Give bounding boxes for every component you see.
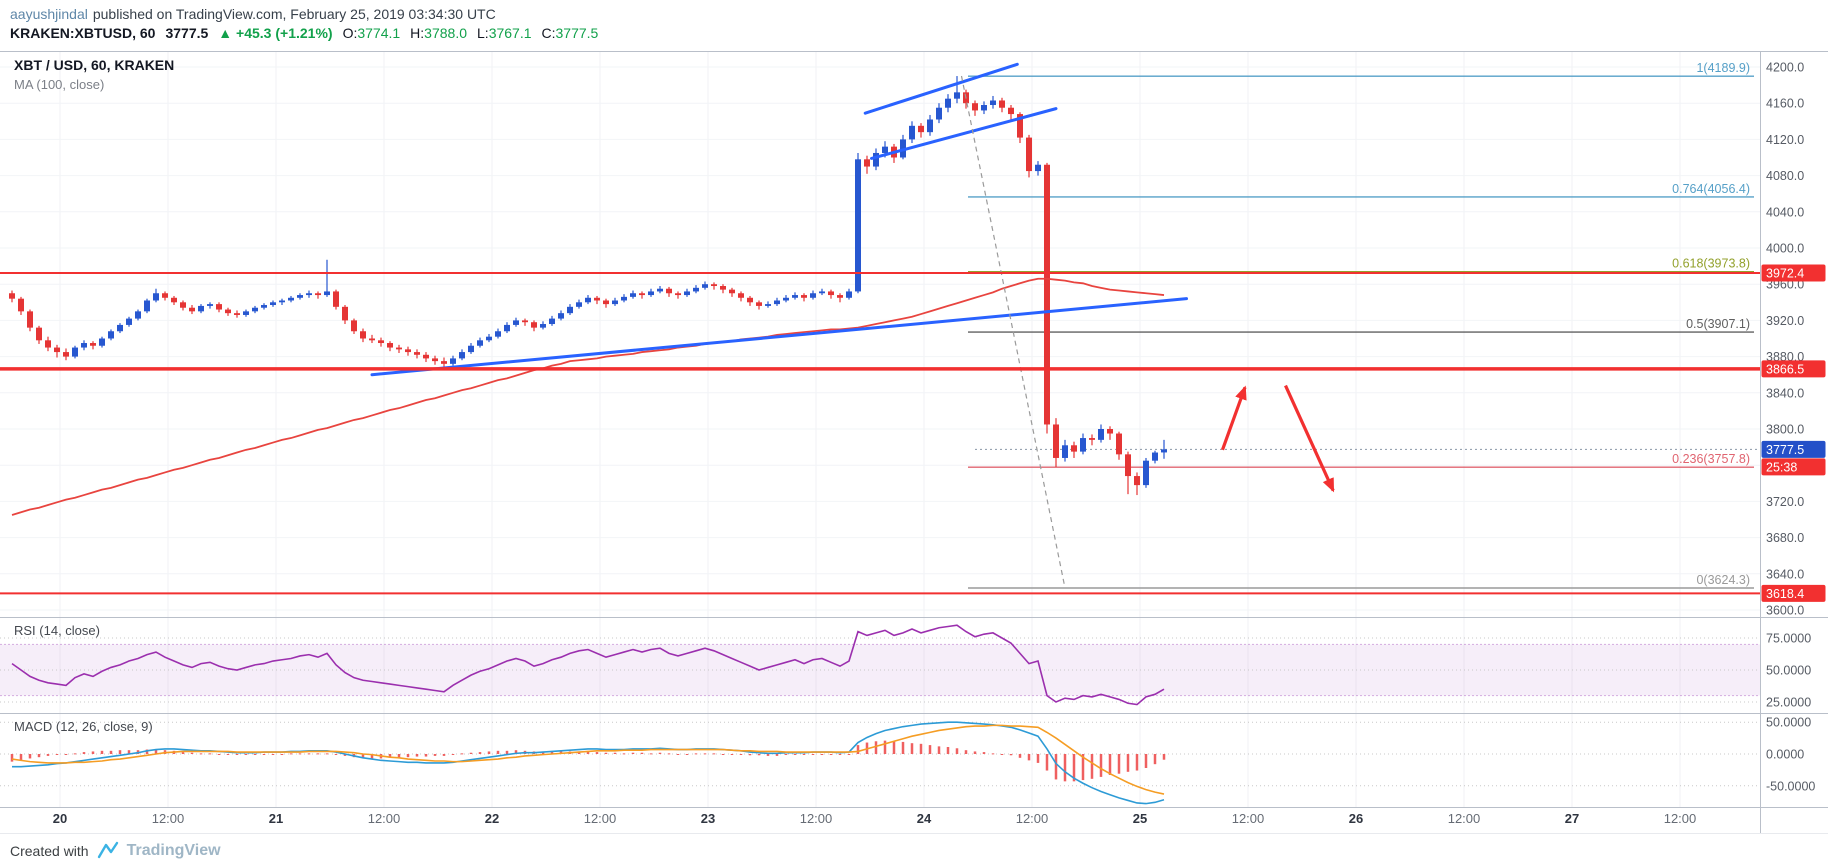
symbol-info-line: KRAKEN:XBTUSD, 60 3777.5 ▲ +45.3 (+1.21%…	[10, 25, 1828, 41]
macd-tick-label: 0.0000	[1766, 748, 1804, 762]
rsi-tick-label: 75.0000	[1766, 632, 1811, 646]
hline-price-badge-text: 3972.4	[1766, 266, 1804, 280]
time-tick-label: 12:00	[800, 811, 833, 826]
grid-lines	[0, 51, 1760, 807]
time-tick-label: 23	[701, 811, 715, 826]
ma-indicator-label[interactable]: MA (100, close)	[14, 77, 105, 92]
close-value: 3777.5	[555, 25, 599, 41]
price-tick-label: 4160.0	[1766, 97, 1804, 111]
ohlc-high: H:3788.0	[410, 25, 467, 41]
time-tick-label: 27	[1565, 811, 1579, 826]
hline-price-badge-text: 3618.4	[1766, 587, 1804, 601]
price-chart-canvas[interactable]: 1(4189.9) 0.764(4056.4) 0.618(3973.8) 0.5(3…	[0, 51, 1828, 833]
ohlc-close: C:3777.5	[542, 25, 599, 41]
hline-price-badge	[1761, 360, 1826, 378]
fib-level-label: 1(4189.9)	[1696, 61, 1750, 75]
ohlc-low: L:3767.1	[477, 25, 532, 41]
time-tick-label: 12:00	[1448, 811, 1481, 826]
rsi-tick-label: 50.0000	[1766, 664, 1811, 678]
time-tick-label: 24	[917, 811, 932, 826]
macd-series	[10, 721, 1166, 805]
fib-level-label: 0.764(4056.4)	[1672, 182, 1750, 196]
high-value: 3788.0	[424, 25, 467, 41]
fib-level-label: 0(3624.3)	[1696, 573, 1750, 587]
time-tick-label: 22	[485, 811, 499, 826]
pane-title-main[interactable]: XBT / USD, 60, KRAKEN	[14, 57, 175, 73]
fib-level-label: 0.5(3907.1)	[1686, 317, 1750, 331]
macd-tick-label: -50.0000	[1766, 779, 1815, 793]
price-tick-label: 3680.0	[1766, 531, 1804, 545]
price-tick-label: 4040.0	[1766, 205, 1804, 219]
last-price-value: 3777.5	[165, 25, 209, 41]
countdown-badge	[1761, 458, 1826, 476]
tradingview-logo-icon[interactable]	[97, 840, 119, 862]
publisher-username[interactable]: aayushjindal	[10, 6, 88, 22]
time-tick-label: 12:00	[1664, 811, 1697, 826]
fib-level-label: 0.618(3973.8)	[1672, 257, 1750, 271]
time-tick-label: 12:00	[368, 811, 401, 826]
symbol-title: KRAKEN:XBTUSD, 60	[10, 25, 156, 41]
created-with-text: Created with	[10, 843, 89, 859]
time-axis[interactable]: 20 12:00 21 12:00 22 12:00 23 12:00 24 12:00 25 12:…	[53, 811, 1697, 826]
ma-100-line	[11, 277, 1165, 516]
header: aayushjindal published on TradingView.com…	[0, 0, 1828, 41]
time-tick-label: 12:00	[1016, 811, 1049, 826]
price-tick-label: 4080.0	[1766, 169, 1804, 183]
price-tick-label: 3600.0	[1766, 604, 1804, 618]
price-tick-label: 4000.0	[1766, 242, 1804, 256]
countdown-badge-text: 25:38	[1766, 460, 1797, 474]
change-text: +45.3 (+1.21%)	[236, 25, 333, 41]
rsi-band	[0, 637, 1760, 703]
price-tick-label: 3840.0	[1766, 386, 1804, 400]
price-tick-label: 3640.0	[1766, 567, 1804, 581]
fib-level-label: 0.236(3757.8)	[1672, 452, 1750, 466]
trendlines[interactable]	[370, 62, 1188, 377]
price-tick-label: 4200.0	[1766, 61, 1804, 75]
time-tick-label: 25	[1133, 811, 1147, 826]
price-tick-label: 4120.0	[1766, 133, 1804, 147]
time-tick-label: 20	[53, 811, 67, 826]
open-label: O:	[342, 25, 358, 41]
chart-area: 1(4189.9) 0.764(4056.4) 0.618(3973.8) 0.5(3…	[0, 51, 1828, 833]
pane-title-rsi[interactable]: RSI (14, close)	[14, 623, 100, 638]
tradingview-wordmark[interactable]: TradingView	[126, 842, 221, 859]
hline-price-badge-text: 3866.5	[1766, 362, 1804, 376]
time-tick-label: 12:00	[1232, 811, 1265, 826]
last-price-badge	[1761, 440, 1826, 458]
price-change: ▲ +45.3 (+1.21%)	[218, 25, 332, 41]
ohlc-open: O:3774.1	[343, 25, 401, 41]
high-label: H:	[410, 25, 425, 41]
rsi-line	[11, 624, 1165, 706]
drawn-arrows[interactable]	[1220, 384, 1335, 493]
up-arrow-icon: ▲	[218, 25, 233, 41]
low-label: L:	[477, 25, 489, 41]
hline-price-badge	[1761, 584, 1826, 602]
macd-grid	[0, 721, 1760, 787]
published-text: published on TradingView.com, February 2…	[92, 6, 496, 22]
time-tick-label: 12:00	[584, 811, 617, 826]
pane-title-macd[interactable]: MACD (12, 26, close, 9)	[14, 719, 153, 734]
horizontal-lines[interactable]	[0, 271, 1760, 595]
price-tick-label: 3920.0	[1766, 314, 1804, 328]
open-value: 3774.1	[357, 25, 401, 41]
footer: Created with TradingView	[0, 833, 1828, 868]
last-price-badge-text: 3777.5	[1766, 443, 1804, 457]
price-tick-label: 3720.0	[1766, 495, 1804, 509]
time-tick-label: 12:00	[152, 811, 185, 826]
fib-guide-line	[960, 75, 1066, 589]
close-label: C:	[541, 25, 556, 41]
published-line: aayushjindal published on TradingView.com…	[10, 6, 1828, 22]
price-tick-label: 3800.0	[1766, 423, 1804, 437]
time-tick-label: 21	[269, 811, 283, 826]
pane-separators	[0, 51, 1828, 833]
rsi-tick-label: 25.0000	[1766, 696, 1811, 710]
macd-tick-label: 50.0000	[1766, 716, 1811, 730]
low-value: 3767.1	[488, 25, 532, 41]
time-tick-label: 26	[1349, 811, 1363, 826]
hline-price-badge	[1761, 264, 1826, 282]
fib-retracement[interactable]: 1(4189.9) 0.764(4056.4) 0.618(3973.8) 0.5(3…	[968, 61, 1754, 589]
price-axis[interactable]: 4200.04160.04120.04080.04040.04000.03960…	[1761, 61, 1826, 794]
